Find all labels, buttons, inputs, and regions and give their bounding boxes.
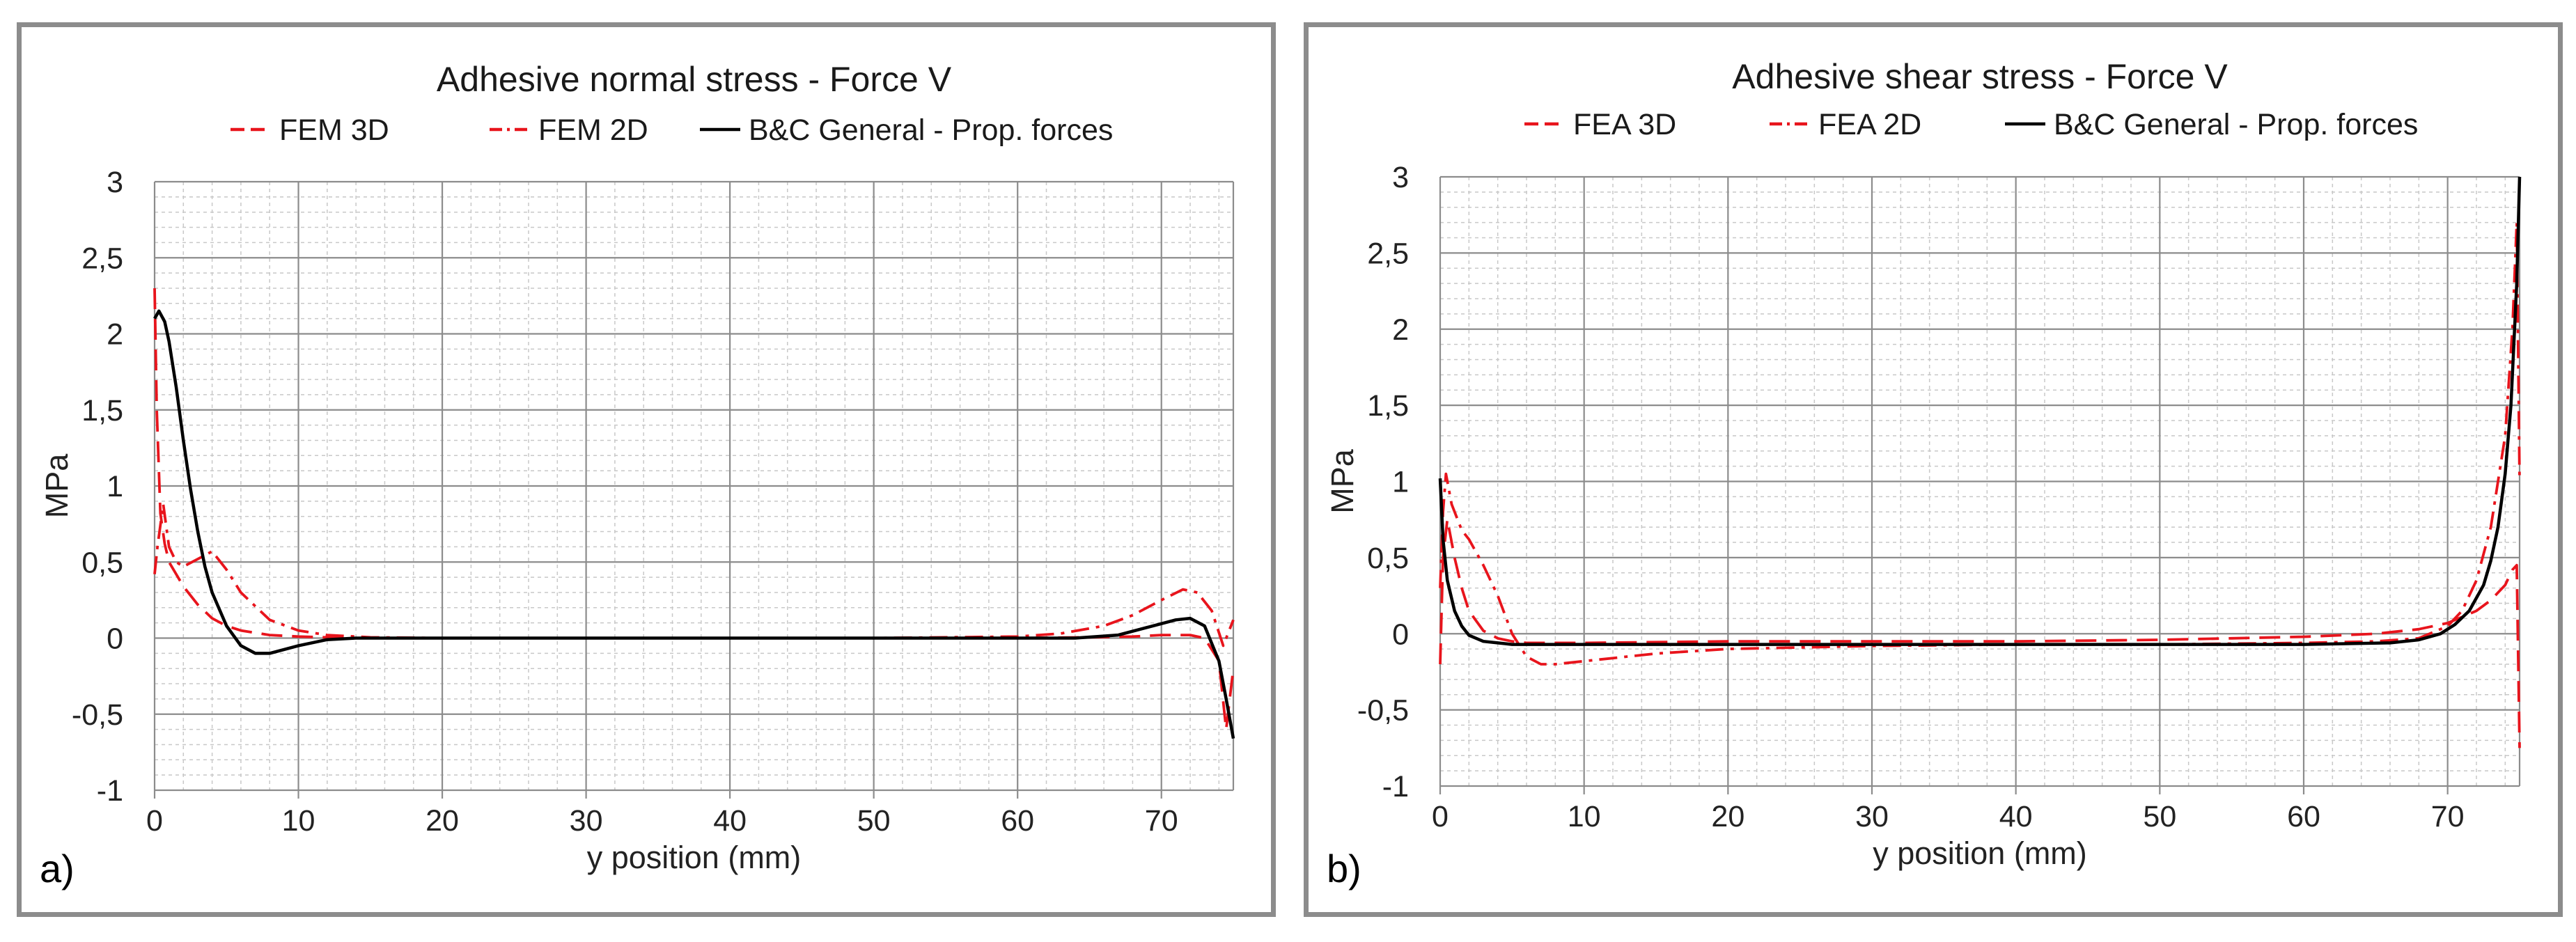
legend-label-1: FEM 3D bbox=[279, 113, 389, 147]
y-tick-label: 1,5 bbox=[81, 394, 123, 427]
legend-label-3: B&C General - Prop. forces bbox=[2054, 108, 2418, 141]
x-tick-label: 0 bbox=[146, 804, 163, 838]
y-tick-label: -0,5 bbox=[72, 698, 123, 732]
x-tick-label: 40 bbox=[713, 804, 747, 838]
series-line-1 bbox=[1439, 518, 2521, 748]
y-tick-label: 1 bbox=[107, 470, 123, 503]
legend-label-3: B&C General - Prop. forces bbox=[749, 113, 1113, 147]
y-tick-label: 2 bbox=[1392, 313, 1409, 347]
x-tick-label: 10 bbox=[1568, 800, 1601, 833]
x-tick-label: 70 bbox=[1145, 804, 1178, 838]
y-tick-label: 2 bbox=[107, 318, 123, 352]
y-tick-label: 1 bbox=[1392, 466, 1409, 499]
major-grid bbox=[153, 180, 1235, 792]
y-tick-label: 2,5 bbox=[1367, 237, 1409, 270]
y-tick-label: 1,5 bbox=[1367, 389, 1409, 423]
x-tick-label: 0 bbox=[1432, 800, 1449, 833]
minor-grid bbox=[155, 182, 1233, 790]
series-line-3 bbox=[1438, 176, 2522, 646]
x-tick-label: 50 bbox=[857, 804, 891, 838]
major-grid bbox=[1439, 175, 2521, 787]
legend-label-2: FEA 2D bbox=[1818, 108, 1921, 141]
legend-label-2: FEM 2D bbox=[538, 113, 648, 147]
chart-panel-b: 0 10 20 30 40 50 60 70 -1 -0,5 0 0,5 1 1,5 2 2,5 3 y posi… bbox=[1304, 22, 2563, 917]
y-axis-label: MPa bbox=[1325, 448, 1360, 514]
x-tick-label: 30 bbox=[1855, 800, 1889, 833]
chart-a-svg: 0 10 20 30 40 50 60 70 -1 -0,5 0 0,5 1 1,5 2 2,5 3 y posi… bbox=[39, 60, 1235, 875]
x-axis-label: y position (mm) bbox=[587, 840, 802, 875]
y-tick-label: 0 bbox=[1392, 618, 1409, 651]
y-tick-label: 0 bbox=[107, 622, 123, 656]
series-line-2 bbox=[1439, 221, 2521, 666]
y-tick-label: 0,5 bbox=[81, 546, 123, 579]
x-tick-label: 30 bbox=[570, 804, 603, 838]
minor-grid bbox=[1440, 177, 2520, 786]
panel-label-a: a) bbox=[40, 847, 75, 890]
x-tick-label: 60 bbox=[1001, 804, 1034, 838]
x-axis-label: y position (mm) bbox=[1873, 835, 2087, 871]
x-tick-marks bbox=[1439, 786, 2449, 794]
x-tick-label: 40 bbox=[1999, 800, 2033, 833]
chart-panel-a: 0 10 20 30 40 50 60 70 -1 -0,5 0 0,5 1 1,5 2 2,5 3 y posi… bbox=[17, 22, 1276, 917]
y-tick-label: -1 bbox=[1382, 770, 1409, 803]
y-tick-label: -1 bbox=[97, 774, 123, 808]
chart-title: Adhesive normal stress - Force V bbox=[437, 60, 952, 99]
series-line-3 bbox=[153, 309, 1235, 739]
y-tick-label: -0,5 bbox=[1357, 694, 1409, 728]
y-tick-label: 3 bbox=[107, 166, 123, 199]
x-tick-label: 70 bbox=[2431, 800, 2465, 833]
legend-label-1: FEA 3D bbox=[1573, 108, 1676, 141]
x-tick-label: 20 bbox=[1711, 800, 1744, 833]
y-axis-label: MPa bbox=[39, 453, 75, 519]
x-tick-label: 60 bbox=[2287, 800, 2320, 833]
x-tick-label: 20 bbox=[426, 804, 459, 838]
y-tick-label: 3 bbox=[1392, 161, 1409, 194]
chart-title: Adhesive shear stress - Force V bbox=[1732, 57, 2228, 96]
panel-label-b: b) bbox=[1327, 847, 1361, 890]
chart-b-svg: 0 10 20 30 40 50 60 70 -1 -0,5 0 0,5 1 1,5 2 2,5 3 y posi… bbox=[1325, 57, 2522, 871]
y-tick-label: 2,5 bbox=[81, 242, 123, 275]
x-tick-label: 50 bbox=[2143, 800, 2176, 833]
x-tick-label: 10 bbox=[282, 804, 315, 838]
x-tick-marks bbox=[153, 790, 1162, 799]
y-tick-label: 0,5 bbox=[1367, 542, 1409, 575]
